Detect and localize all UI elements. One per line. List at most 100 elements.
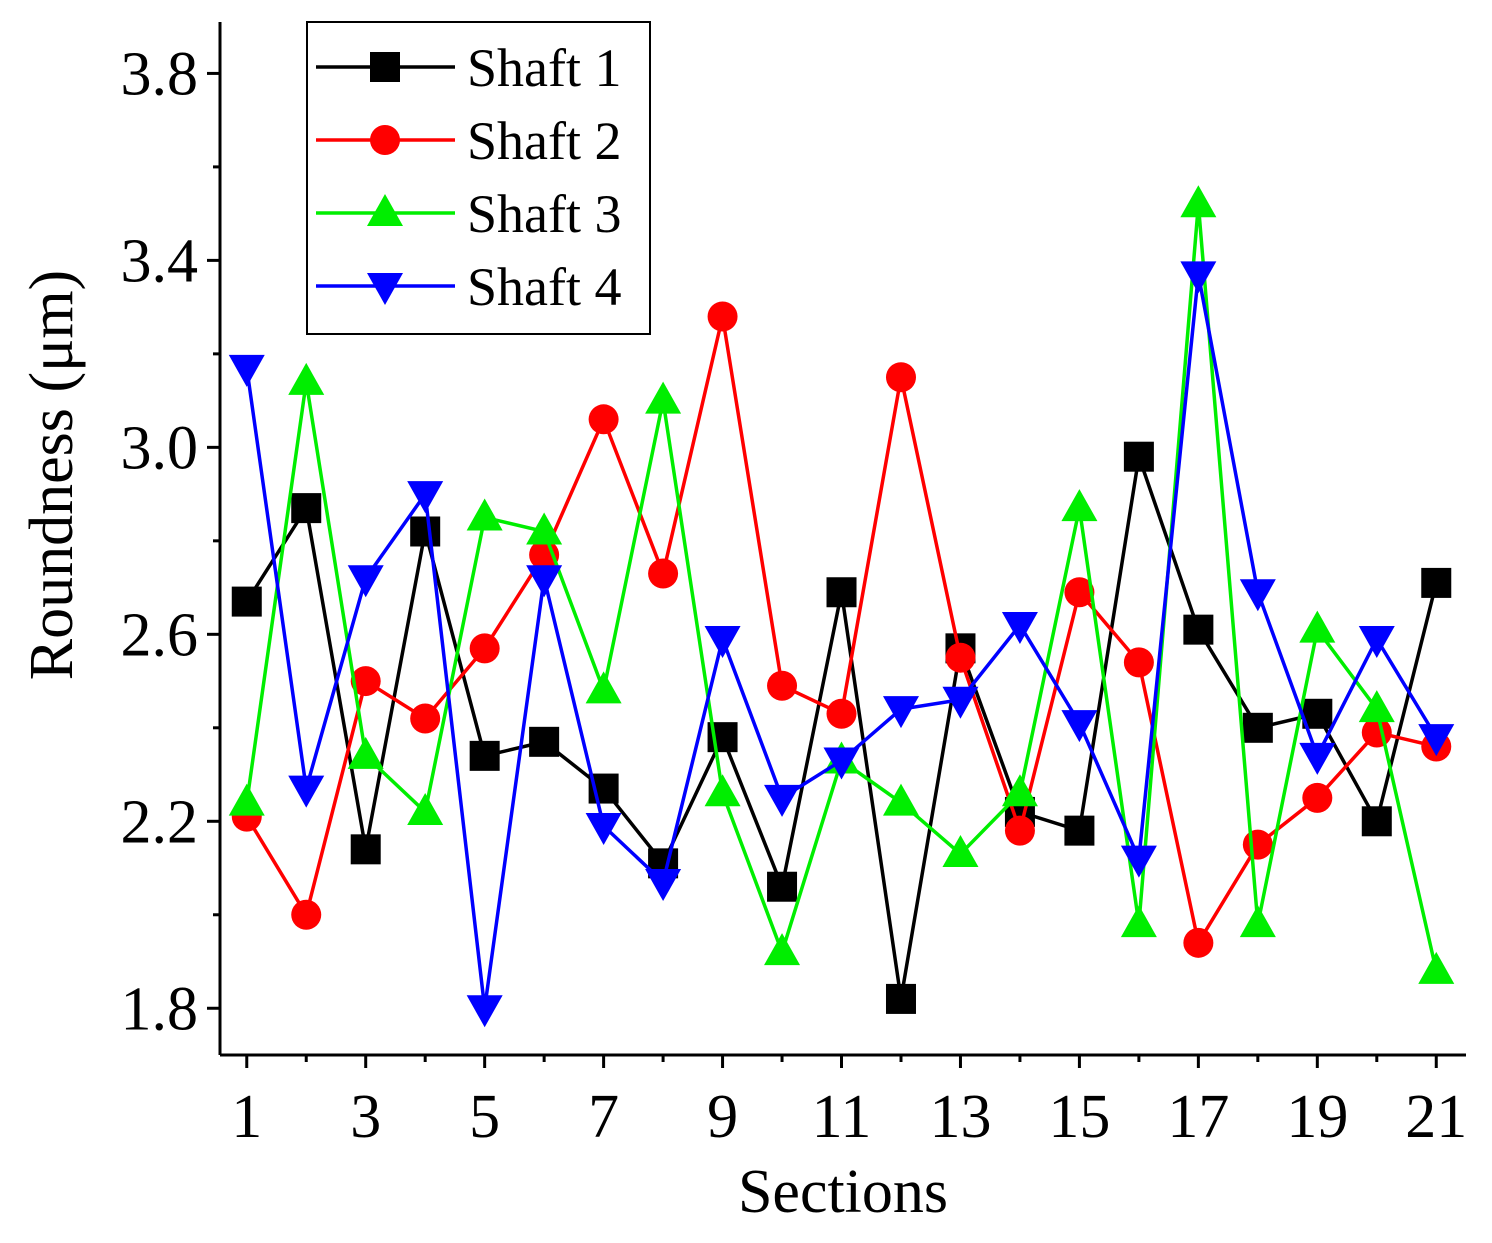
data-point — [407, 792, 444, 825]
data-point — [645, 869, 682, 902]
data-point — [231, 586, 262, 617]
legend-marker — [370, 125, 400, 155]
data-point — [882, 696, 919, 729]
series-layer — [228, 185, 1455, 1028]
data-point — [1183, 614, 1214, 645]
data-point — [1183, 927, 1214, 958]
y-ticks: 1.8 2.2 2.6 3.0 3.4 3.8 — [121, 40, 220, 1043]
x-tick-label: 17 — [1167, 1083, 1229, 1151]
data-point — [945, 642, 976, 673]
data-point — [1123, 647, 1154, 678]
series-2 — [231, 301, 1452, 958]
x-tick-label: 5 — [469, 1083, 500, 1151]
data-point — [350, 834, 381, 865]
data-point — [1120, 905, 1157, 938]
y-tick-label: 3.8 — [121, 40, 199, 108]
data-point — [1180, 185, 1217, 218]
legend-item: Shaft 3 — [316, 184, 622, 244]
legend-item: Shaft 1 — [316, 38, 622, 98]
data-point — [645, 381, 682, 414]
legend-label: Shaft 4 — [467, 257, 622, 317]
data-point — [585, 812, 622, 845]
data-point — [288, 362, 325, 395]
data-point — [704, 625, 741, 658]
data-point — [1418, 724, 1455, 757]
data-point — [942, 835, 979, 868]
data-point — [347, 736, 384, 769]
data-point — [347, 565, 384, 598]
data-point — [885, 983, 916, 1014]
data-point — [1061, 489, 1098, 522]
data-point — [466, 995, 503, 1028]
data-point — [764, 784, 801, 817]
x-tick-label: 11 — [812, 1083, 872, 1151]
data-point — [1239, 579, 1276, 612]
data-point — [529, 726, 560, 757]
data-point — [882, 783, 919, 816]
data-point — [704, 774, 741, 807]
legend-label: Shaft 2 — [467, 111, 622, 171]
x-tick-label: 19 — [1286, 1083, 1348, 1151]
legend-item: Shaft 4 — [316, 257, 622, 317]
data-point — [1242, 712, 1273, 743]
data-point — [1064, 815, 1095, 846]
series-4 — [228, 261, 1455, 1028]
data-point — [410, 516, 441, 547]
legend-item: Shaft 2 — [316, 111, 622, 171]
x-tick-label: 3 — [350, 1083, 381, 1151]
data-point — [526, 512, 563, 545]
data-point — [767, 670, 798, 701]
legend-label: Shaft 3 — [467, 184, 622, 244]
legend-marker — [370, 52, 400, 82]
legend: Shaft 1 Shaft 2 Shaft 3 Shaft 4 — [306, 21, 651, 335]
data-point — [1123, 441, 1154, 472]
legend-marker — [367, 273, 403, 305]
data-point — [885, 362, 916, 393]
data-point — [585, 671, 622, 704]
data-point — [588, 404, 619, 435]
data-point — [1061, 710, 1098, 743]
data-point — [407, 481, 444, 514]
data-point — [228, 354, 265, 387]
data-point — [826, 577, 857, 608]
legend-items: Shaft 1 Shaft 2 Shaft 3 Shaft 4 — [316, 38, 622, 317]
y-tick-label: 2.6 — [121, 601, 199, 669]
x-tick-label: 21 — [1405, 1083, 1467, 1151]
data-point — [1421, 567, 1452, 598]
data-point — [1418, 951, 1455, 984]
data-point — [942, 686, 979, 719]
data-point — [1302, 782, 1333, 813]
data-point — [1361, 806, 1392, 837]
data-point — [1239, 905, 1276, 938]
data-point — [288, 775, 325, 808]
x-tick-label: 9 — [707, 1083, 738, 1151]
data-point — [291, 899, 322, 930]
y-axis-title: Roundness (μm) — [18, 270, 86, 680]
series-line — [245, 274, 1438, 1009]
legend-label: Shaft 1 — [467, 38, 622, 98]
data-point — [1180, 261, 1217, 294]
data-point — [764, 933, 801, 966]
y-tick-label: 3.4 — [121, 227, 199, 295]
data-point — [1358, 690, 1395, 723]
data-point — [1358, 625, 1395, 658]
data-point — [1120, 845, 1157, 878]
data-point — [1242, 829, 1273, 860]
legend-marker — [367, 194, 403, 226]
x-tick-label: 7 — [588, 1083, 619, 1151]
data-point — [291, 493, 322, 524]
data-point — [228, 783, 265, 816]
data-point — [469, 633, 500, 664]
y-tick-label: 2.2 — [121, 788, 199, 856]
data-point — [1001, 611, 1038, 644]
data-point — [1299, 742, 1336, 775]
x-tick-label: 13 — [929, 1083, 991, 1151]
data-point — [648, 558, 679, 589]
data-point — [1064, 577, 1095, 608]
data-point — [826, 698, 857, 729]
data-point — [466, 498, 503, 531]
data-point — [1001, 774, 1038, 807]
data-point — [469, 740, 500, 771]
data-point — [1299, 610, 1336, 643]
